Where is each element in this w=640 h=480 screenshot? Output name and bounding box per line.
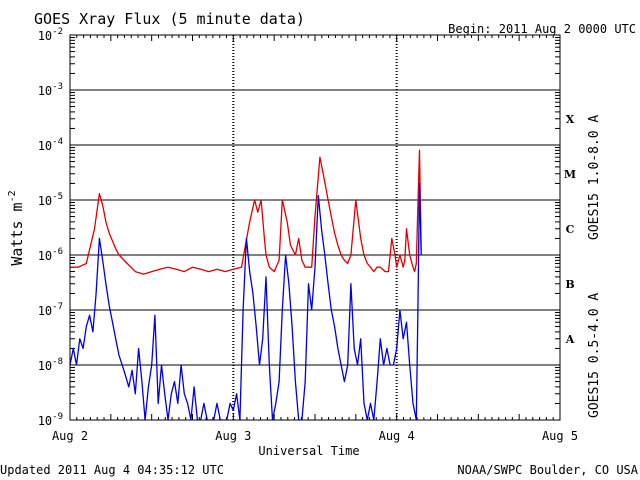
- x-tick-label: Aug 3: [215, 429, 251, 443]
- y-tick-label: 10-8: [38, 357, 63, 373]
- series-layer: [70, 149, 422, 420]
- y-tick-label-base: 10: [38, 359, 52, 373]
- y-axis-label-exponent: -2: [7, 190, 18, 202]
- series-line-short: [70, 182, 422, 420]
- legend-series-long: GOES15 1.0-8.0 A: [587, 115, 602, 240]
- series-line-long: [70, 149, 422, 275]
- flare-class-label: C: [566, 223, 575, 236]
- y-tick-label: 10-7: [38, 302, 63, 318]
- y-tick-label: 10-5: [38, 192, 63, 208]
- y-tick-label-base: 10: [38, 194, 52, 208]
- y-tick-label: 10-3: [38, 82, 63, 98]
- y-tick-label: 10-9: [38, 412, 63, 428]
- y-tick-label-base: 10: [38, 304, 52, 318]
- y-tick-label-base: 10: [38, 29, 52, 43]
- x-tick-label: Aug 5: [542, 429, 578, 443]
- y-axis-label: Watts m-2: [7, 190, 26, 265]
- x-tick-label: Aug 4: [379, 429, 415, 443]
- y-tick-label-exponent: -8: [52, 357, 63, 367]
- y-tick-label-exponent: -9: [52, 412, 63, 422]
- plot-frame: [69, 34, 561, 421]
- flare-class-label: B: [565, 278, 574, 291]
- updated-time: Updated 2011 Aug 4 04:35:12 UTC: [0, 463, 224, 477]
- flare-class-label: X: [566, 113, 575, 126]
- x-axis-label: Universal Time: [258, 444, 359, 458]
- y-tick-label: 10-4: [38, 137, 63, 153]
- y-tick-label-base: 10: [38, 84, 52, 98]
- y-tick-label-exponent: -3: [52, 82, 63, 92]
- y-tick-label-exponent: -5: [52, 192, 63, 202]
- y-tick-label-base: 10: [38, 414, 52, 428]
- legend-series-short: GOES15 0.5-4.0 A: [587, 293, 602, 418]
- flare-class-label: M: [564, 168, 576, 181]
- flare-class-label: A: [565, 333, 575, 346]
- y-tick-label-exponent: -2: [52, 27, 63, 37]
- x-tick-label: Aug 2: [52, 429, 88, 443]
- source-label: NOAA/SWPC Boulder, CO USA: [457, 463, 638, 477]
- y-axis-label-text: Watts m: [8, 202, 26, 265]
- y-tick-label-base: 10: [38, 249, 52, 263]
- y-tick-label-base: 10: [38, 139, 52, 153]
- y-tick-label: 10-6: [38, 247, 63, 263]
- y-tick-label-exponent: -4: [52, 137, 63, 147]
- begin-time: Begin: 2011 Aug 2 0000 UTC: [448, 22, 636, 36]
- y-tick-label-exponent: -7: [52, 302, 63, 312]
- y-tick-label: 10-2: [38, 27, 63, 43]
- chart-title: GOES Xray Flux (5 minute data): [34, 10, 305, 28]
- y-tick-label-exponent: -6: [52, 247, 63, 257]
